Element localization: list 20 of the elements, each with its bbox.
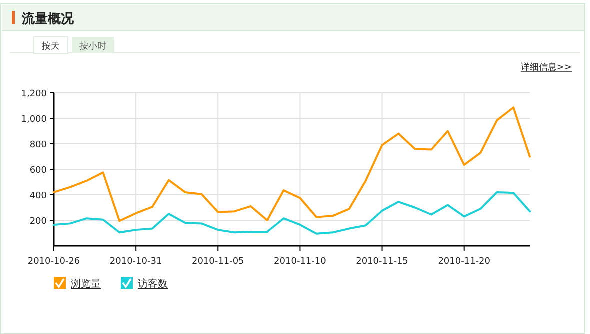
x-tick-label: 2010-11-10 — [274, 257, 327, 267]
y-tick-label: 400 — [30, 192, 48, 202]
y-tick-label: 1,200 — [21, 90, 48, 100]
y-tick-label: 200 — [30, 217, 48, 227]
line-series — [53, 106, 531, 222]
text: 按小时 — [80, 41, 106, 52]
y-tick-label: 600 — [30, 166, 48, 176]
text: 按天 — [42, 41, 60, 52]
chart-title: 流量概况 — [21, 11, 75, 27]
y-tick-label: 800 — [30, 140, 48, 150]
legend-label: 访客数 — [138, 278, 168, 290]
x-tick-label: 2010-11-15 — [356, 257, 408, 267]
line-series — [53, 191, 531, 235]
x-tick-label: 2010-10-31 — [110, 257, 162, 267]
legend-label: 浏览量 — [71, 278, 101, 290]
text: 详细信息>> — [520, 62, 572, 73]
x-tick-label: 2010-10-26 — [28, 257, 80, 267]
x-tick-label: 2010-11-05 — [192, 257, 244, 267]
x-tick-label: 2010-11-20 — [438, 257, 491, 267]
y-tick-label: 1,000 — [21, 115, 48, 125]
